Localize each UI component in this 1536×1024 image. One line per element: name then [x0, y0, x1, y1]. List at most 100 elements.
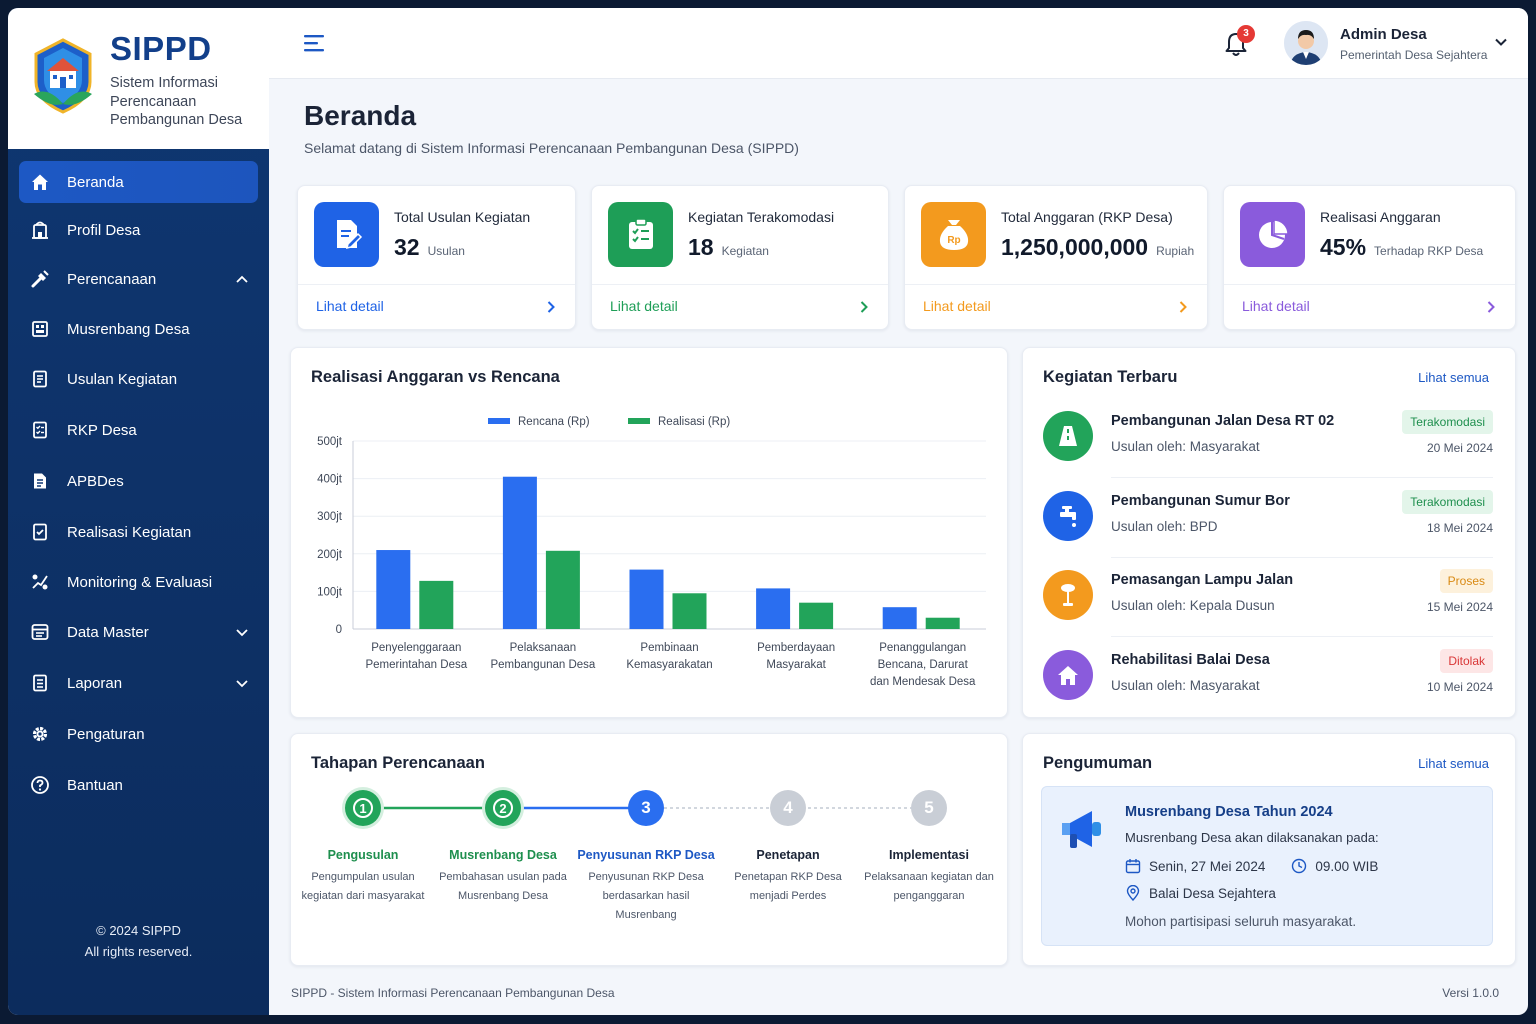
activity-item[interactable]: Pembangunan Jalan Desa RT 02 Usulan oleh:…: [1043, 400, 1493, 478]
bar-rencana: [882, 607, 917, 629]
sidebar-item-data-master[interactable]: Data Master: [19, 611, 258, 653]
y-tick-label: 200jt: [317, 549, 343, 561]
stat-card-kegiatan-terakomodasi: Kegiatan Terakomodasi 18 Kegiatan Lihat det…: [591, 185, 889, 330]
sidebar-item-laporan[interactable]: Laporan: [19, 662, 258, 704]
user-name[interactable]: Admin Desa: [1340, 26, 1427, 43]
sidebar-item-bantuan[interactable]: Bantuan: [19, 764, 258, 806]
announcement-item-title: Musrenbang Desa Tahun 2024: [1125, 804, 1333, 820]
announcement-date: Senin, 27 Mei 2024: [1149, 858, 1266, 874]
stat-value: 32 Usulan: [394, 234, 465, 260]
sidebar-item-rkp-desa[interactable]: RKP Desa: [19, 409, 258, 451]
sidebar-item-pengaturan[interactable]: Pengaturan: [19, 713, 258, 755]
water-tap-icon: [1060, 505, 1076, 527]
stat-detail-link[interactable]: Lihat detail: [1242, 298, 1310, 314]
activity-item[interactable]: Pembangunan Sumur Bor Usulan oleh: BPD Ter…: [1043, 480, 1493, 558]
chevron-down-icon[interactable]: [1495, 38, 1507, 46]
stage-number: 4: [770, 790, 806, 826]
footer-app-name: SIPPD - Sistem Informasi Perencanaan Pem…: [291, 986, 615, 1000]
road-icon: [1059, 426, 1077, 446]
chevron-down-icon[interactable]: [236, 677, 248, 689]
bar-rencana: [756, 588, 791, 629]
planning-stages-card: Tahapan Perencanaan 1 Pengusulan Pengumpul…: [290, 733, 1008, 966]
sidebar-item-label: Bantuan: [67, 776, 123, 794]
activity-icon-circle: [1043, 411, 1093, 461]
document-icon: [33, 370, 47, 388]
bar-realisasi: [799, 602, 834, 629]
database-icon: [31, 624, 49, 640]
bar-realisasi: [925, 617, 960, 629]
brand[interactable]: SIPPD Sistem Informasi Perencanaan Pemba…: [8, 8, 269, 149]
notification-badge: 3: [1237, 25, 1255, 43]
activity-item[interactable]: Pemasangan Lampu Jalan Usulan oleh: Kepal…: [1043, 559, 1493, 637]
chevron-right-icon[interactable]: [547, 301, 555, 313]
announcement-note: Mohon partisipasi seluruh masyarakat.: [1125, 914, 1357, 929]
chart-title: Realisasi Anggaran vs Rencana: [311, 368, 560, 386]
activity-date: 15 Mei 2024: [1426, 600, 1493, 614]
sidebar-item-apbdes[interactable]: APBDes: [19, 460, 258, 502]
stat-detail-link[interactable]: Lihat detail: [316, 298, 384, 314]
chevron-down-icon[interactable]: [236, 626, 248, 638]
stat-value: 18 Kegiatan: [688, 234, 769, 260]
activity-title: Pembangunan Jalan Desa RT 02: [1111, 413, 1335, 429]
sidebar-item-usulan-kegiatan[interactable]: Usulan Kegiatan: [19, 358, 258, 400]
app-window: SIPPD Sistem Informasi Perencanaan Pemba…: [8, 8, 1528, 1015]
chevron-up-icon[interactable]: [236, 273, 248, 285]
stat-card-total-anggaran: Rp Total Anggaran (RKP Desa) 1,250,000,000…: [904, 185, 1208, 330]
svg-text:Rp: Rp: [947, 235, 960, 246]
bar-rencana: [502, 476, 537, 629]
gear-icon: [32, 726, 48, 742]
building-icon: [32, 221, 48, 239]
sidebar-item-monitoring-evaluasi[interactable]: Monitoring & Evaluasi: [19, 561, 258, 603]
stat-value: 1,250,000,000 Rupiah: [1001, 234, 1195, 260]
stat-detail-link[interactable]: Lihat detail: [610, 298, 678, 314]
x-tick-label: Penyelenggaraan: [371, 642, 461, 654]
sidebar-footer: © 2024 SIPPD All rights reserved.: [8, 920, 269, 962]
activity-icon-circle: [1043, 490, 1093, 541]
stage-step[interactable]: 3 Penyusunan RKP Desa Penyusunan RKP Desa …: [576, 790, 716, 925]
sidebar-item-beranda[interactable]: Beranda: [19, 161, 258, 203]
chevron-right-icon[interactable]: [1487, 301, 1495, 313]
user-avatar[interactable]: [1284, 21, 1328, 65]
stage-label: Musrenbang Desa: [449, 848, 557, 862]
announcement-place: Balai Desa Sejahtera: [1149, 885, 1276, 901]
stat-unit: Kegiatan: [721, 244, 769, 258]
stage-step[interactable]: 1 Pengusulan Pengumpulan usulan kegiatan d…: [293, 790, 433, 906]
stage-number: 1: [345, 790, 381, 826]
chevron-right-icon[interactable]: [860, 301, 868, 313]
stage-step[interactable]: 2 Musrenbang Desa Pembahasan usulan pada M…: [433, 790, 573, 906]
task-icon: [33, 523, 47, 541]
sidebar-item-perencanaan[interactable]: Perencanaan: [19, 258, 258, 300]
x-tick-label: Penanggulangan: [879, 642, 966, 654]
sidebar-item-label: Laporan: [67, 674, 123, 692]
x-tick-label: Pelaksanaan: [510, 642, 577, 654]
activity-proposer: Usulan oleh: Kepala Dusun: [1111, 598, 1275, 613]
stages-connector: [363, 806, 929, 810]
stage-label: Penetapan: [756, 848, 820, 862]
stage-step[interactable]: 5 Implementasi Pelaksanaan kegiatan dan pe…: [859, 790, 999, 906]
sidebar-item-label: Beranda: [67, 173, 124, 191]
sidebar-item-realisasi-kegiatan[interactable]: Realisasi Kegiatan: [19, 511, 258, 553]
bar-realisasi: [419, 580, 454, 629]
clipboard-check-icon: [629, 218, 653, 249]
stage-number: 3: [628, 790, 664, 826]
announcement-item[interactable]: Musrenbang Desa Tahun 2024 Musrenbang De…: [1041, 786, 1493, 946]
rights-text: All rights reserved.: [84, 944, 193, 959]
bar-realisasi: [545, 550, 580, 629]
sidebar: SIPPD Sistem Informasi Perencanaan Pemba…: [8, 8, 269, 1015]
announcement-see-all-link[interactable]: Lihat semua: [1418, 756, 1489, 771]
activity-date: 10 Mei 2024: [1426, 679, 1493, 694]
activity-proposer: Usulan oleh: Masyarakat: [1111, 439, 1260, 454]
stat-unit: Rupiah: [1156, 244, 1195, 258]
announcement-card: Pengumuman Lihat semua Musrenbang Desa T…: [1022, 733, 1516, 966]
stat-detail-link[interactable]: Lihat detail: [923, 298, 991, 314]
hamburger-menu-icon[interactable]: [304, 34, 324, 52]
stage-step[interactable]: 4 Penetapan Penetapan RKP Desa menjadi Per…: [718, 790, 858, 906]
activities-see-all-link[interactable]: Lihat semua: [1418, 370, 1489, 385]
sidebar-item-profil-desa[interactable]: Profil Desa: [19, 209, 258, 251]
sidebar-item-musrenbang-desa[interactable]: Musrenbang Desa: [19, 308, 258, 350]
announcement-desc: Musrenbang Desa akan dilaksanakan pada:: [1125, 830, 1379, 845]
activity-item[interactable]: Rehabilitasi Balai Desa Usulan oleh: Masy…: [1043, 639, 1493, 717]
monitor-icon: [32, 574, 48, 590]
stat-label: Total Usulan Kegiatan: [394, 209, 531, 225]
chevron-right-icon[interactable]: [1179, 301, 1187, 313]
